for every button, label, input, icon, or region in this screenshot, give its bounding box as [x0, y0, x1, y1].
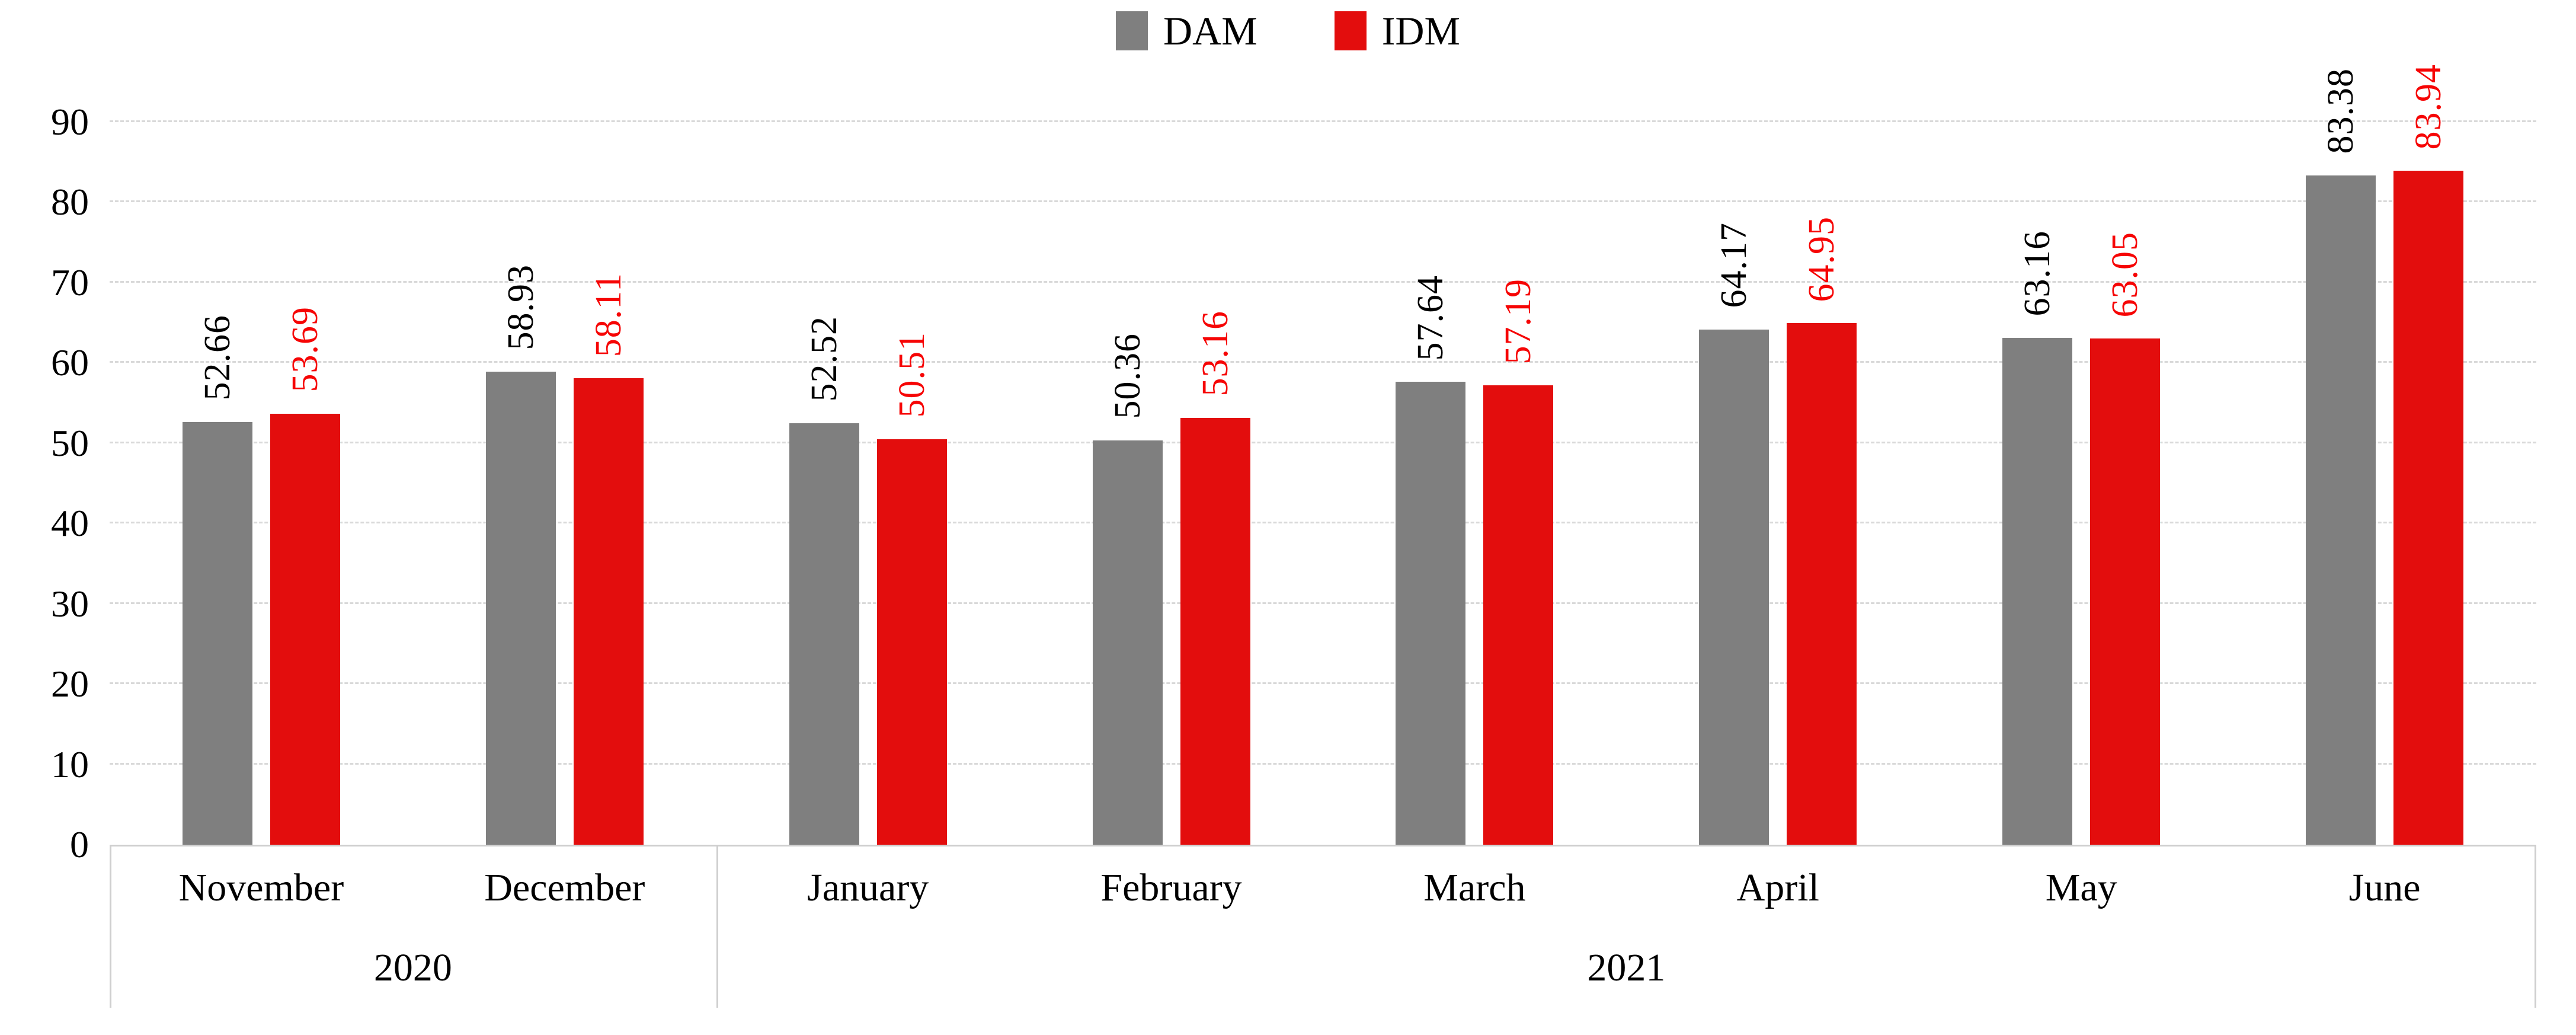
y-tick-label-40: 40: [51, 502, 89, 545]
month-label-june: June: [2348, 866, 2421, 909]
y-tick-label-80: 80: [51, 181, 89, 223]
value-label-dam-march: 57.64: [1410, 274, 1451, 361]
month-label-february: February: [1100, 866, 1242, 909]
bar-dam-january: 52.52: [789, 316, 859, 845]
year-labels-row: 2020 2021: [110, 929, 2536, 1006]
bar-group-january: 52.52 50.51: [716, 122, 1020, 845]
bar-group-february: 50.36 53.16: [1020, 122, 1323, 845]
bar-idm-june: 83.94: [2393, 64, 2464, 845]
y-tick-label-50: 50: [51, 421, 89, 464]
gridline-30: [110, 602, 2536, 604]
category-divider-0: [110, 846, 111, 1008]
bar-dam-february: 50.36: [1092, 333, 1163, 845]
value-label-idm-january: 50.51: [891, 332, 932, 418]
bar-dam-april: 64.17: [1699, 222, 1769, 845]
bar-group-june: 83.38 83.94: [2233, 64, 2536, 845]
bar-idm-march: 57.19: [1483, 279, 1554, 845]
y-axis-labels: 0 10 20 30 40 50 60 70 80 90: [0, 103, 89, 864]
bar-group-march: 57.64 57.19: [1323, 122, 1627, 845]
value-label-dam-june: 83.38: [2321, 68, 2361, 154]
value-label-idm-february: 53.16: [1195, 311, 1236, 397]
year-label-2020: 2020: [373, 945, 452, 989]
value-label-dam-may: 63.16: [2017, 231, 2058, 317]
bar-group-may: 63.16 63.05: [1929, 122, 2233, 845]
bar-idm-february: 53.16: [1180, 311, 1250, 845]
y-tick-label-90: 90: [51, 101, 89, 143]
value-label-dam-april: 64.17: [1714, 222, 1755, 308]
y-tick-label-60: 60: [51, 341, 89, 384]
y-tick-label-30: 30: [51, 582, 89, 625]
month-label-march: March: [1423, 866, 1526, 909]
gridline-90: [110, 120, 2536, 122]
gridline-80: [110, 200, 2536, 203]
bar-group-november: 52.66 53.69: [110, 122, 413, 845]
legend-item-dam: DAM: [1116, 11, 1257, 51]
value-label-dam-january: 52.52: [804, 316, 844, 402]
category-divider-1: [716, 846, 718, 1008]
legend-item-idm: IDM: [1334, 8, 1460, 53]
gridline-10: [110, 762, 2536, 765]
bar-dam-may: 63.16: [2002, 231, 2073, 845]
bar-idm-april: 64.95: [1787, 216, 1857, 845]
bar-idm-may: 63.05: [2090, 232, 2161, 845]
month-label-may: May: [2045, 866, 2117, 909]
y-tick-label-70: 70: [51, 261, 89, 304]
legend-swatch-idm-icon: [1334, 11, 1367, 50]
value-label-idm-november: 53.69: [284, 306, 325, 392]
bar-dam-june: 83.38: [2306, 68, 2376, 845]
gridline-20: [110, 682, 2536, 685]
bar-idm-december: 58.11: [573, 273, 644, 845]
legend-label-dam: DAM: [1163, 8, 1257, 53]
value-label-idm-june: 83.94: [2408, 63, 2449, 150]
value-label-dam-february: 50.36: [1107, 333, 1148, 419]
bar-idm-january: 50.51: [876, 332, 947, 845]
bar-dam-march: 57.64: [1396, 275, 1466, 845]
month-label-november: November: [178, 866, 344, 909]
category-divider-2: [2535, 846, 2536, 1008]
month-label-december: December: [484, 866, 645, 909]
y-tick-label-10: 10: [51, 743, 89, 785]
y-tick-label-0: 0: [70, 823, 89, 865]
bar-idm-november: 53.69: [270, 306, 340, 845]
legend-label-idm: IDM: [1381, 8, 1460, 53]
bar-groups: 52.66 53.69 58.93 58.11 52.52 50.51 50.36 53.16…: [110, 64, 2536, 845]
legend-swatch-dam-icon: [1116, 11, 1148, 50]
value-label-idm-march: 57.19: [1498, 278, 1539, 365]
legend: DAM IDM: [0, 11, 2576, 51]
gridline-50: [110, 441, 2536, 443]
month-label-january: January: [807, 866, 929, 909]
gridline-70: [110, 280, 2536, 283]
year-label-2021: 2021: [1587, 945, 1666, 989]
bar-group-april: 64.17 64.95: [1626, 122, 1929, 845]
bar-group-december: 58.93 58.11: [413, 122, 716, 845]
value-label-dam-december: 58.93: [500, 264, 541, 350]
value-label-idm-april: 64.95: [1801, 216, 1842, 302]
month-label-april: April: [1736, 866, 1819, 909]
value-label-dam-november: 52.66: [197, 315, 238, 401]
gridline-40: [110, 522, 2536, 524]
x-axis: November December January February March Apri…: [110, 845, 2536, 1008]
bar-dam-december: 58.93: [485, 264, 556, 845]
bar-dam-november: 52.66: [182, 315, 252, 845]
gridline-60: [110, 361, 2536, 363]
value-label-idm-december: 58.11: [588, 272, 629, 357]
y-tick-label-20: 20: [51, 663, 89, 705]
value-label-idm-may: 63.05: [2105, 231, 2146, 318]
plot-area: 52.66 53.69 58.93 58.11 52.52 50.51 50.36 53.16…: [110, 64, 2536, 845]
month-labels-row: November December January February March Apri…: [110, 846, 2536, 929]
